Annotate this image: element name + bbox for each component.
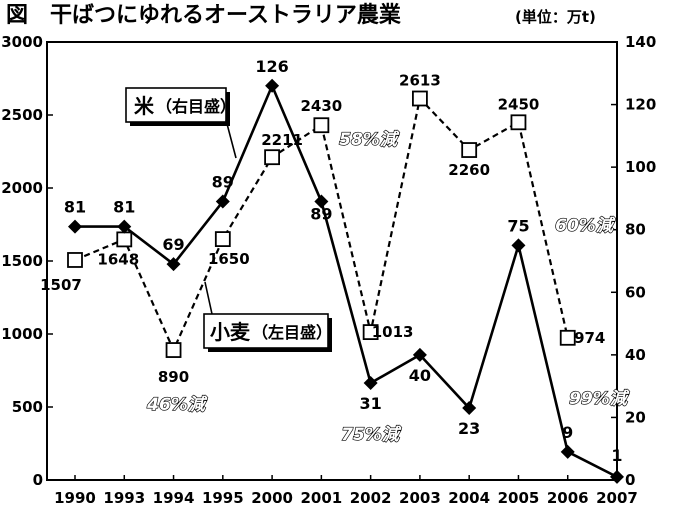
left-tick-label: 500 — [12, 398, 43, 416]
rice-value-label: 9 — [562, 423, 573, 442]
left-tick-label: 2000 — [1, 179, 43, 197]
rice-marker — [314, 194, 329, 209]
left-tick-label: 1000 — [1, 325, 43, 343]
rice-value-label: 81 — [64, 198, 86, 217]
wheat-marker — [559, 329, 576, 346]
rice-marker — [68, 219, 82, 234]
wheat-value-label: 1013 — [372, 323, 414, 341]
wheat-value-label: 1650 — [208, 250, 250, 268]
legend-wheat-pointer — [204, 281, 213, 315]
rice-marker — [511, 238, 526, 253]
legend-wheat-box — [203, 313, 329, 349]
x-tick-label: 2005 — [498, 489, 540, 507]
rice-marker — [412, 347, 427, 362]
right-tick-label: 120 — [625, 96, 656, 114]
x-tick-label: 2000 — [251, 489, 293, 507]
wheat-value-label: 1648 — [97, 250, 139, 268]
x-tick-label: 2003 — [399, 489, 441, 507]
wheat-marker — [214, 231, 231, 248]
wheat-line — [74, 96, 569, 353]
wheat-marker — [412, 90, 428, 107]
x-tick-label: 1993 — [103, 489, 145, 507]
percent-decrease-label: 46%減 — [146, 395, 208, 415]
rice-marker — [560, 444, 575, 459]
wheat-value-label: 2211 — [261, 131, 303, 149]
percent-decrease-label: 58%減 — [339, 130, 400, 150]
percent-decrease-label: 60%減 — [555, 216, 616, 236]
rice-marker — [462, 401, 477, 416]
legend-rice-label: 米 — [134, 94, 155, 118]
left-tick-label: 2500 — [1, 106, 43, 124]
left-tick-label: 0 — [33, 471, 43, 489]
rice-marker — [117, 219, 132, 234]
wheat-marker — [116, 231, 133, 248]
wheat-value-label: 2450 — [498, 95, 540, 113]
right-tick-label: 60 — [625, 283, 646, 301]
x-tick-label: 2001 — [300, 489, 342, 507]
legend: 米（右目盛） 小麦 （左目盛） — [125, 87, 332, 352]
rice-line — [75, 82, 618, 479]
x-tick-label: 2006 — [547, 489, 589, 507]
right-tick-label: 20 — [625, 408, 646, 426]
rice-marker — [166, 257, 181, 272]
right-tick-label: 100 — [625, 158, 656, 176]
rice-marker — [363, 376, 378, 391]
wheat-marker — [362, 324, 379, 341]
rice-value-label: 126 — [255, 57, 288, 76]
right-tick-label: 80 — [625, 221, 646, 239]
left-tick-label: 3000 — [1, 33, 43, 51]
rice-marker — [215, 194, 230, 209]
wheat-marker — [165, 342, 182, 358]
axes: 0 500 1000 1500 2000 2500 3000 0 20 40 60 80 100 120 1… — [1, 33, 656, 507]
chart-title: 図 干ばつにゆれるオーストラリア農業 — [6, 3, 402, 28]
rice-marker — [265, 78, 280, 93]
chart-title-group: 図 干ばつにゆれるオーストラリア農業 (単位：万t) — [6, 3, 596, 28]
legend-rice-pointer — [225, 119, 237, 159]
wheat-value-label: 1507 — [40, 276, 82, 294]
series-wheat — [67, 90, 576, 358]
x-tick-label: 2007 — [596, 489, 638, 507]
wheat-marker — [510, 114, 527, 131]
wheat-marker — [264, 149, 280, 166]
rice-value-label: 81 — [113, 198, 135, 217]
x-tick-label: 1994 — [153, 489, 195, 507]
right-tick-label: 40 — [625, 346, 646, 364]
unit-label: (単位：万t) — [515, 8, 596, 26]
x-tick-label: 2002 — [350, 489, 392, 507]
annotations: 58%減 46%減 75%減 60%減 99%減 — [145, 129, 630, 445]
wheat-value-label: 890 — [158, 368, 189, 386]
series-rice — [68, 78, 624, 484]
right-tick-label: 140 — [625, 33, 656, 51]
left-tick-label: 1500 — [1, 252, 43, 270]
rice-value-label: 75 — [507, 216, 529, 235]
wheat-marker — [67, 252, 83, 268]
x-tick-label: 1995 — [202, 489, 244, 507]
wheat-marker — [313, 117, 330, 134]
rice-marker — [610, 469, 624, 484]
rice-value-label: 40 — [409, 366, 431, 385]
rice-value-label: 69 — [162, 235, 184, 254]
wheat-value-label: 974 — [574, 329, 605, 347]
rice-value-label: 1 — [611, 446, 622, 465]
rice-value-label: 89 — [212, 173, 234, 192]
rice-value-label: 23 — [458, 419, 480, 438]
legend-rice-box — [125, 87, 227, 123]
rice-value-label: 31 — [360, 394, 382, 413]
wheat-value-label: 2260 — [448, 161, 490, 179]
wheat-marker — [461, 142, 478, 158]
percent-decrease-label: 99%減 — [569, 389, 630, 409]
x-tick-label: 1990 — [54, 489, 96, 507]
x-tick-label: 2004 — [448, 489, 490, 507]
wheat-value-label: 2613 — [399, 72, 441, 90]
percent-decrease-label: 75%減 — [341, 425, 402, 445]
legend-wheat-label: 小麦 — [210, 320, 251, 344]
data-labels: 81 81 69 89 126 89 31 40 23 75 9 1 1507 1648 890 1650 22… — [40, 57, 622, 465]
wheat-value-label: 2430 — [300, 97, 342, 115]
legend-wheat-sub: （左目盛） — [252, 323, 332, 342]
right-tick-label: 0 — [625, 471, 635, 489]
rice-value-label: 89 — [310, 205, 332, 224]
legend-rice-sub: （右目盛） — [156, 97, 236, 116]
